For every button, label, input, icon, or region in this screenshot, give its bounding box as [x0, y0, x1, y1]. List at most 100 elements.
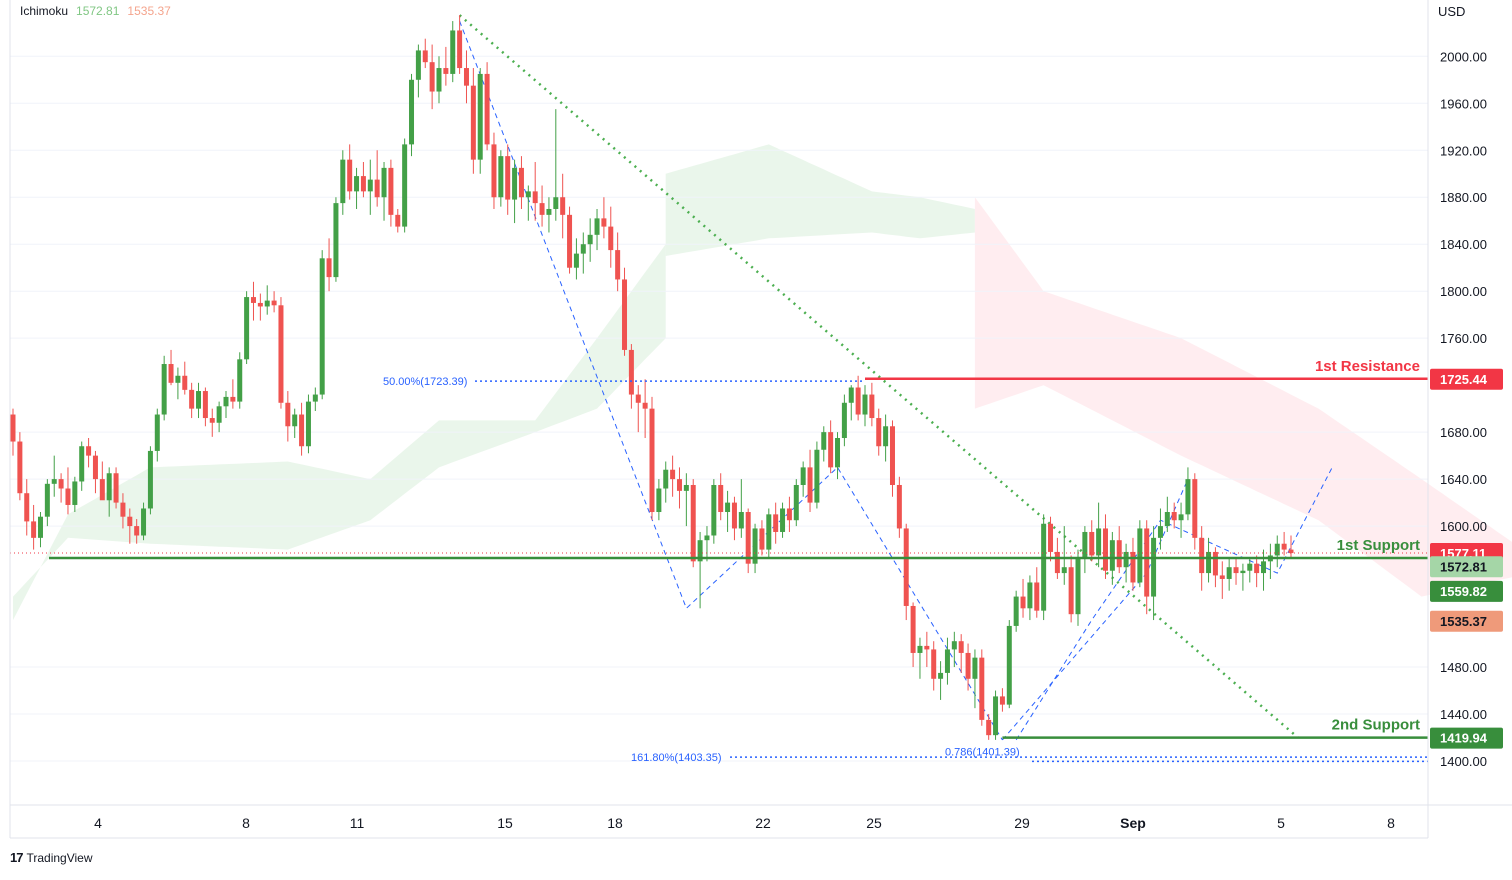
candle-bearish[interactable] — [168, 364, 174, 383]
candle-bullish[interactable] — [752, 528, 758, 564]
candle-bullish[interactable] — [738, 512, 744, 529]
candle-bullish[interactable] — [800, 467, 806, 485]
candle-bullish[interactable] — [1082, 531, 1088, 559]
candle-bullish[interactable] — [821, 432, 827, 450]
candle-bearish[interactable] — [1254, 563, 1260, 574]
candle-bullish[interactable] — [1096, 528, 1102, 556]
candle-bullish[interactable] — [697, 540, 703, 562]
candle-bullish[interactable] — [553, 197, 559, 209]
candle-bearish[interactable] — [86, 446, 92, 456]
candle-bearish[interactable] — [299, 414, 305, 447]
candle-bearish[interactable] — [326, 258, 332, 278]
candle-bearish[interactable] — [931, 649, 937, 679]
candle-bearish[interactable] — [532, 191, 538, 204]
candle-bearish[interactable] — [786, 508, 792, 521]
candle-bearish[interactable] — [1281, 543, 1287, 550]
candle-bullish[interactable] — [44, 483, 50, 517]
candle-bullish[interactable] — [415, 50, 421, 80]
candle-bearish[interactable] — [1171, 512, 1177, 521]
candle-bearish[interactable] — [896, 484, 902, 529]
candle-bullish[interactable] — [917, 645, 923, 653]
tradingview-brand[interactable]: 17 TradingView — [10, 850, 93, 865]
candle-bearish[interactable] — [505, 156, 511, 200]
candle-bearish[interactable] — [986, 719, 992, 736]
candle-bearish[interactable] — [608, 226, 614, 251]
candle-bullish[interactable] — [264, 300, 270, 307]
candle-bullish[interactable] — [594, 218, 600, 235]
candle-bullish[interactable] — [1261, 561, 1267, 574]
candle-bullish[interactable] — [106, 473, 112, 501]
candle-bearish[interactable] — [1048, 523, 1054, 552]
candle-bearish[interactable] — [731, 502, 737, 529]
candle-bearish[interactable] — [429, 62, 435, 92]
candle-bullish[interactable] — [147, 450, 153, 509]
candle-bullish[interactable] — [512, 167, 518, 200]
candle-bearish[interactable] — [92, 455, 98, 480]
candle-bullish[interactable] — [1006, 625, 1012, 705]
candle-bullish[interactable] — [1226, 567, 1232, 579]
candle-bearish[interactable] — [759, 528, 765, 550]
candle-bullish[interactable] — [244, 297, 250, 360]
candle-bullish[interactable] — [814, 449, 820, 503]
candle-bearish[interactable] — [1130, 551, 1136, 583]
candle-bullish[interactable] — [835, 438, 841, 468]
candle-bullish[interactable] — [683, 484, 689, 491]
candle-bearish[interactable] — [285, 402, 291, 427]
candle-bearish[interactable] — [979, 657, 985, 720]
candle-bearish[interactable] — [17, 441, 23, 494]
candle-bearish[interactable] — [257, 302, 263, 307]
candle-bearish[interactable] — [1020, 596, 1026, 609]
candle-bullish[interactable] — [704, 535, 710, 541]
candle-bullish[interactable] — [196, 391, 202, 409]
candle-bullish[interactable] — [305, 401, 311, 447]
candle-bullish[interactable] — [725, 502, 731, 513]
candle-bearish[interactable] — [65, 488, 71, 505]
candle-bullish[interactable] — [1185, 479, 1191, 515]
candle-bearish[interactable] — [278, 305, 284, 403]
candle-bullish[interactable] — [525, 191, 531, 198]
candle-bearish[interactable] — [10, 414, 16, 442]
candle-bearish[interactable] — [958, 641, 964, 653]
candle-bearish[interactable] — [1116, 540, 1122, 568]
candle-bearish[interactable] — [855, 387, 861, 415]
candle-bearish[interactable] — [869, 394, 875, 419]
candle-bearish[interactable] — [1233, 567, 1239, 574]
candle-bullish[interactable] — [1123, 551, 1129, 568]
candle-bearish[interactable] — [628, 349, 634, 395]
candle-bullish[interactable] — [402, 144, 408, 227]
candle-bullish[interactable] — [477, 73, 483, 160]
candle-bearish[interactable] — [230, 396, 236, 402]
candle-bearish[interactable] — [422, 50, 428, 63]
candle-bearish[interactable] — [1219, 575, 1225, 579]
candle-bearish[interactable] — [209, 418, 215, 423]
candle-bearish[interactable] — [745, 512, 751, 564]
candle-bearish[interactable] — [828, 432, 834, 468]
candle-bearish[interactable] — [1034, 582, 1040, 611]
candle-bearish[interactable] — [676, 479, 682, 491]
candle-bearish[interactable] — [31, 521, 37, 538]
candle-bullish[interactable] — [354, 176, 360, 192]
candle-bullish[interactable] — [292, 414, 298, 427]
candle-bullish[interactable] — [1206, 551, 1212, 574]
candle-bearish[interactable] — [463, 68, 469, 86]
candle-bullish[interactable] — [793, 484, 799, 521]
candle-bearish[interactable] — [1192, 479, 1198, 538]
candle-bullish[interactable] — [1240, 570, 1246, 574]
candle-bearish[interactable] — [539, 203, 545, 215]
candle-bearish[interactable] — [134, 526, 140, 536]
resistance-price-tag[interactable] — [1430, 368, 1503, 390]
candle-bullish[interactable] — [436, 68, 442, 92]
candle-bearish[interactable] — [622, 279, 628, 350]
candle-bullish[interactable] — [141, 508, 147, 536]
second-support-price-tag[interactable] — [1430, 727, 1503, 749]
candle-bearish[interactable] — [1144, 528, 1150, 597]
candle-bullish[interactable] — [663, 469, 669, 489]
candle-bullish[interactable] — [333, 203, 339, 278]
candle-bearish[interactable] — [649, 408, 655, 513]
candle-bullish[interactable] — [79, 446, 85, 482]
candle-bearish[interactable] — [1199, 537, 1205, 574]
candle-bearish[interactable] — [642, 402, 648, 409]
candle-bullish[interactable] — [1151, 537, 1157, 597]
candle-bullish[interactable] — [993, 696, 999, 736]
candle-bearish[interactable] — [1068, 567, 1074, 615]
